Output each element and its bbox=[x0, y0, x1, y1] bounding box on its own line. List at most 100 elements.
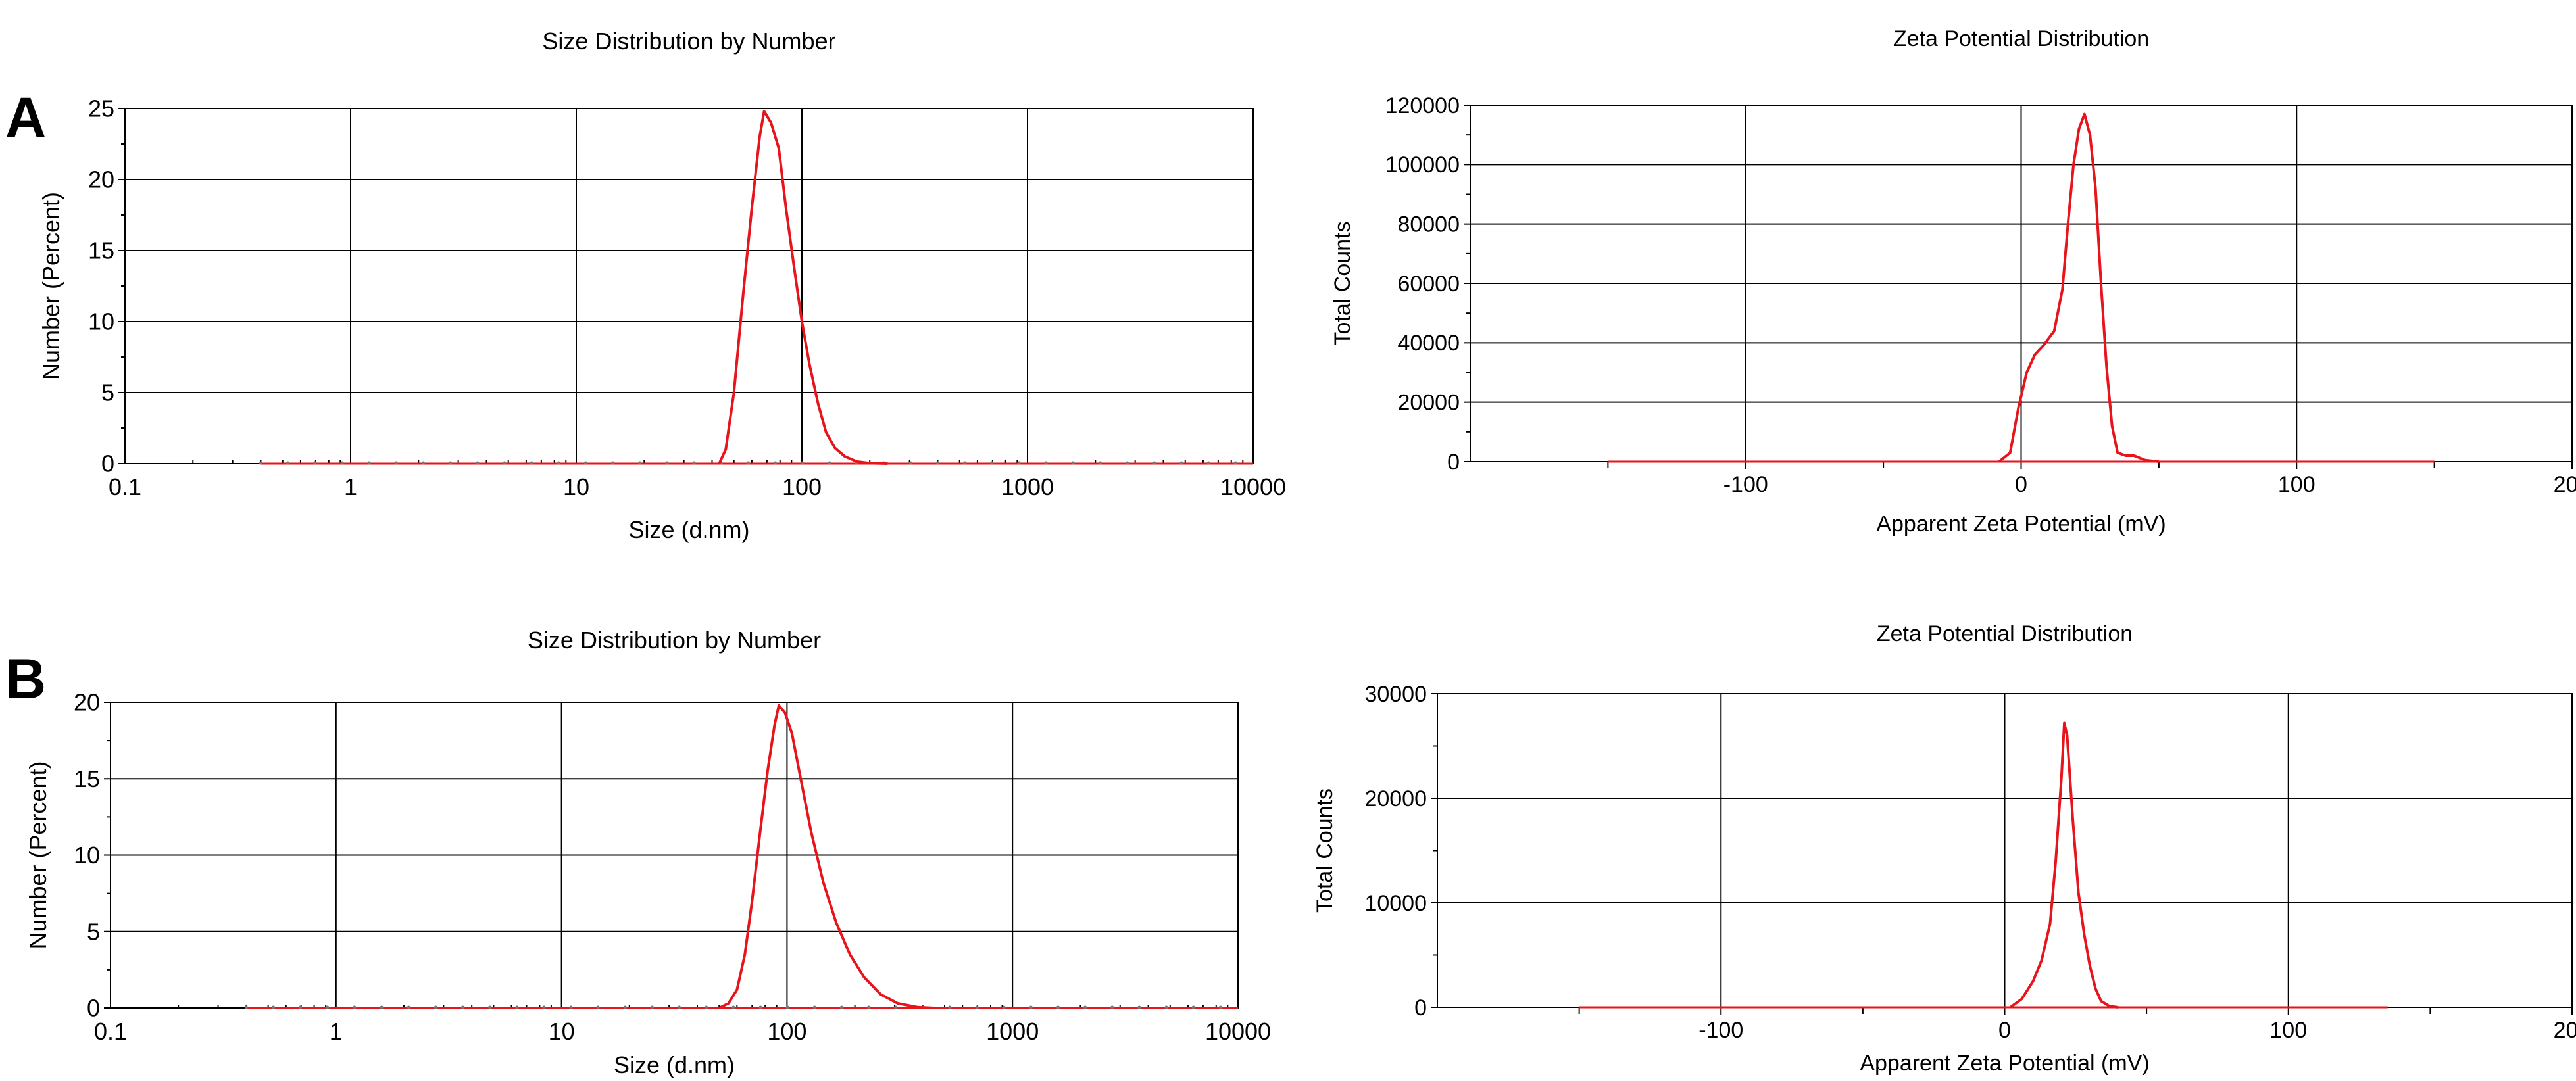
chart-a-size-distribution: Size Distribution by Number 0 5 10 15 20 25 0.1… bbox=[37, 28, 1286, 543]
y-tick-label: 5 bbox=[101, 379, 114, 406]
y-axis-label: Number (Percent) bbox=[24, 761, 51, 949]
baseline-marker bbox=[638, 461, 642, 465]
baseline-marker bbox=[476, 461, 480, 465]
y-tick-label: 30000 bbox=[1364, 682, 1427, 707]
y-tick-label: 10000 bbox=[1364, 891, 1427, 916]
baseline-marker bbox=[894, 1005, 898, 1009]
baseline-marker bbox=[1017, 461, 1021, 465]
y-axis-label: Total Counts bbox=[1312, 788, 1337, 913]
baseline-marker bbox=[313, 461, 317, 465]
x-tick-label: 100 bbox=[2278, 472, 2316, 497]
y-tick-label: 80000 bbox=[1397, 212, 1460, 237]
y-tick-label: 20 bbox=[74, 689, 100, 716]
y-tick-label: 60000 bbox=[1397, 272, 1460, 297]
baseline-marker bbox=[460, 1005, 464, 1009]
x-tick-label: 10 bbox=[563, 473, 589, 500]
baseline-marker bbox=[692, 461, 696, 465]
baseline-marker bbox=[259, 461, 263, 465]
baseline-marker bbox=[963, 461, 967, 465]
series-line bbox=[718, 110, 888, 465]
baseline-marker bbox=[1179, 461, 1183, 465]
x-tick-label: 100 bbox=[2269, 1018, 2307, 1043]
baseline-marker bbox=[1029, 1005, 1033, 1009]
baseline-marker bbox=[678, 1005, 681, 1009]
y-tick-label: 0 bbox=[1447, 450, 1460, 475]
panel-label-b: B bbox=[5, 648, 46, 711]
baseline-marker bbox=[1056, 1005, 1060, 1009]
baseline-marker bbox=[936, 461, 940, 465]
x-tick-label: -100 bbox=[1698, 1018, 1743, 1043]
y-axis-label: Total Counts bbox=[1330, 222, 1355, 346]
baseline-marker bbox=[1044, 461, 1048, 465]
baseline-marker bbox=[286, 461, 290, 465]
y-tick-label: 100000 bbox=[1385, 153, 1460, 178]
baseline-marker bbox=[908, 461, 912, 465]
baseline-marker bbox=[1137, 1005, 1141, 1009]
baseline-marker bbox=[948, 1005, 952, 1009]
y-tick-label: 40000 bbox=[1397, 331, 1460, 356]
x-tick-label: 1 bbox=[344, 473, 357, 500]
baseline-marker bbox=[515, 1005, 519, 1009]
series-line bbox=[1998, 112, 2160, 463]
panel-label-a: A bbox=[5, 86, 46, 149]
x-tick-label: 1 bbox=[330, 1018, 343, 1045]
y-tick-label: 20000 bbox=[1364, 786, 1427, 811]
y-axis-label: Number (Percent) bbox=[37, 192, 64, 380]
baseline-marker bbox=[557, 461, 560, 465]
chart-b-size-distribution: Size Distribution by Number 0 5 10 15 20 0.1 1 1… bbox=[24, 627, 1271, 1078]
chart-b-zeta-potential: Zeta Potential Distribution 0 10000 20000 30… bbox=[1312, 621, 2576, 1076]
baseline-marker bbox=[367, 461, 371, 465]
baseline-marker bbox=[1126, 461, 1129, 465]
baseline-marker bbox=[449, 461, 453, 465]
baseline-marker bbox=[828, 461, 831, 465]
y-tick-label: 0 bbox=[87, 995, 100, 1022]
baseline-marker bbox=[785, 1005, 789, 1009]
baseline-marker bbox=[394, 461, 398, 465]
baseline-marker bbox=[1110, 1005, 1114, 1009]
x-tick-label: 200 bbox=[2554, 472, 2576, 497]
baseline-marker bbox=[272, 1005, 276, 1009]
chart-title: Size Distribution by Number bbox=[542, 28, 835, 55]
x-tick-label: 10000 bbox=[1220, 473, 1286, 500]
x-tick-label: 0 bbox=[1998, 1018, 2011, 1043]
x-tick-label: 10000 bbox=[1205, 1018, 1271, 1045]
baseline-marker bbox=[1206, 461, 1210, 465]
baseline-marker bbox=[623, 1005, 627, 1009]
y-tick-label: 120000 bbox=[1385, 93, 1460, 118]
baseline-marker bbox=[583, 461, 587, 465]
baseline-marker bbox=[503, 461, 507, 465]
y-tick-label: 20000 bbox=[1397, 391, 1460, 416]
x-axis-label: Size (d.nm) bbox=[628, 516, 749, 543]
baseline-marker bbox=[353, 1005, 357, 1009]
baseline-marker bbox=[421, 461, 425, 465]
baseline-marker bbox=[244, 1005, 248, 1009]
x-tick-label: 10 bbox=[549, 1018, 575, 1045]
baseline-marker bbox=[758, 1005, 762, 1009]
baseline-marker bbox=[488, 1005, 492, 1009]
y-tick-label: 0 bbox=[1414, 996, 1427, 1021]
x-tick-label: 0.1 bbox=[109, 473, 141, 500]
chart-title: Zeta Potential Distribution bbox=[1877, 621, 2133, 646]
x-axis-label: Apparent Zeta Potential (mV) bbox=[1876, 512, 2166, 537]
x-tick-label: 200 bbox=[2554, 1018, 2576, 1043]
baseline-marker bbox=[407, 1005, 410, 1009]
series-line bbox=[2009, 721, 2119, 1009]
baseline-marker bbox=[867, 1005, 871, 1009]
baseline-marker bbox=[731, 1005, 735, 1009]
baseline-marker bbox=[975, 1005, 979, 1009]
baseline-marker bbox=[705, 1005, 708, 1009]
baseline-marker bbox=[596, 1005, 600, 1009]
baseline-marker bbox=[1002, 1005, 1006, 1009]
chart-title: Size Distribution by Number bbox=[528, 627, 821, 654]
x-tick-label: 100 bbox=[782, 473, 822, 500]
baseline-marker bbox=[746, 461, 750, 465]
baseline-marker bbox=[812, 1005, 816, 1009]
baseline-marker bbox=[1218, 1005, 1222, 1009]
x-tick-label: 1000 bbox=[1001, 473, 1054, 500]
baseline-marker bbox=[542, 1005, 546, 1009]
baseline-marker bbox=[1071, 461, 1075, 465]
baseline-marker bbox=[801, 461, 805, 465]
baseline-marker bbox=[380, 1005, 384, 1009]
